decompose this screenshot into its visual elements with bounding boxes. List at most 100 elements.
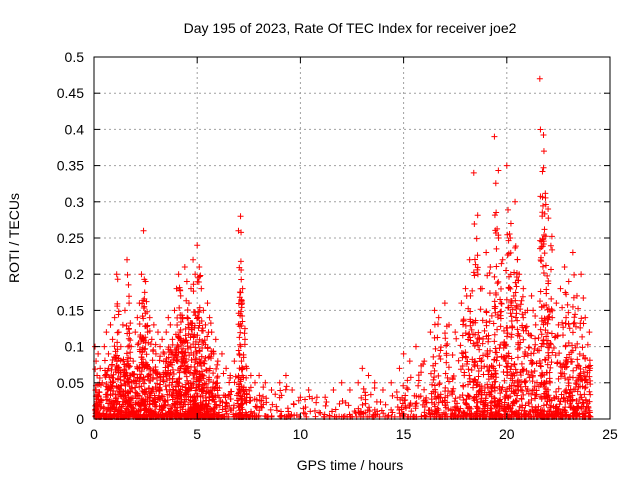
data-point bbox=[355, 379, 362, 386]
data-point bbox=[210, 370, 217, 377]
data-point bbox=[269, 401, 276, 408]
data-point bbox=[159, 336, 166, 343]
data-point bbox=[574, 388, 581, 395]
data-point bbox=[130, 405, 137, 412]
data-point bbox=[432, 345, 439, 352]
data-point bbox=[572, 380, 579, 387]
data-point bbox=[512, 314, 519, 321]
data-point bbox=[158, 392, 165, 399]
data-point bbox=[513, 310, 520, 317]
data-point bbox=[282, 372, 289, 379]
data-point bbox=[415, 393, 422, 400]
data-point bbox=[412, 405, 419, 412]
data-point bbox=[472, 358, 479, 365]
data-point bbox=[465, 381, 472, 388]
x-tick-label: 5 bbox=[193, 426, 201, 442]
data-point bbox=[553, 300, 560, 307]
data-point bbox=[444, 374, 451, 381]
data-point bbox=[237, 213, 244, 220]
data-point bbox=[545, 206, 552, 213]
data-point bbox=[433, 407, 440, 414]
data-point bbox=[176, 369, 183, 376]
data-point bbox=[443, 342, 450, 349]
data-point bbox=[570, 320, 577, 327]
data-point bbox=[572, 311, 579, 318]
data-point bbox=[533, 360, 540, 367]
data-point bbox=[105, 365, 112, 372]
data-point bbox=[96, 381, 103, 388]
data-point bbox=[129, 404, 136, 411]
data-point bbox=[483, 249, 490, 256]
data-point bbox=[576, 362, 583, 369]
data-point bbox=[559, 304, 566, 311]
data-point bbox=[458, 300, 465, 307]
data-point bbox=[246, 387, 253, 394]
data-point bbox=[474, 252, 481, 259]
data-point bbox=[436, 381, 443, 388]
data-point bbox=[547, 404, 554, 411]
data-point bbox=[161, 402, 168, 409]
data-point bbox=[366, 408, 373, 415]
data-point bbox=[139, 300, 146, 307]
data-point bbox=[533, 391, 540, 398]
data-point bbox=[505, 360, 512, 367]
data-point bbox=[540, 202, 547, 209]
data-point bbox=[412, 343, 419, 350]
data-point bbox=[565, 393, 572, 400]
data-point bbox=[500, 405, 507, 412]
data-point bbox=[466, 393, 473, 400]
data-point bbox=[232, 373, 239, 380]
data-point bbox=[204, 384, 211, 391]
data-point bbox=[525, 390, 532, 397]
data-point bbox=[512, 279, 519, 286]
data-point bbox=[562, 375, 569, 382]
data-point bbox=[507, 235, 514, 242]
data-point bbox=[236, 386, 243, 393]
data-point bbox=[480, 371, 487, 378]
data-point bbox=[561, 370, 568, 377]
data-point bbox=[202, 321, 209, 328]
data-point bbox=[150, 321, 157, 328]
data-point bbox=[283, 383, 290, 390]
data-point bbox=[473, 381, 480, 388]
data-point bbox=[247, 372, 254, 379]
data-point bbox=[362, 400, 369, 407]
data-point bbox=[147, 341, 154, 348]
data-point bbox=[519, 293, 526, 300]
data-point bbox=[92, 366, 99, 373]
y-tick-label: 0.45 bbox=[57, 85, 84, 101]
data-point bbox=[547, 308, 554, 315]
data-point bbox=[547, 340, 554, 347]
data-point bbox=[442, 384, 449, 391]
data-point bbox=[194, 332, 201, 339]
data-point bbox=[243, 391, 250, 398]
data-point bbox=[176, 388, 183, 395]
data-point bbox=[570, 367, 577, 374]
data-point bbox=[495, 400, 502, 407]
data-point bbox=[284, 405, 291, 412]
data-point bbox=[536, 298, 543, 305]
data-point bbox=[540, 336, 547, 343]
data-point bbox=[176, 329, 183, 336]
data-point bbox=[231, 358, 238, 365]
data-point bbox=[484, 353, 491, 360]
data-point bbox=[569, 374, 576, 381]
data-point bbox=[435, 314, 442, 321]
data-point bbox=[126, 330, 133, 337]
data-point bbox=[535, 335, 542, 342]
data-point bbox=[127, 349, 134, 356]
data-point bbox=[199, 338, 206, 345]
data-point bbox=[541, 371, 548, 378]
data-point bbox=[220, 370, 227, 377]
data-point bbox=[563, 314, 570, 321]
data-point bbox=[190, 334, 197, 341]
data-point bbox=[497, 323, 504, 330]
data-point bbox=[175, 271, 182, 278]
data-point bbox=[104, 367, 111, 374]
data-point bbox=[238, 276, 245, 283]
data-point bbox=[574, 362, 581, 369]
data-point bbox=[445, 364, 452, 371]
data-point bbox=[497, 390, 504, 397]
data-point bbox=[371, 406, 378, 413]
data-point bbox=[208, 329, 215, 336]
